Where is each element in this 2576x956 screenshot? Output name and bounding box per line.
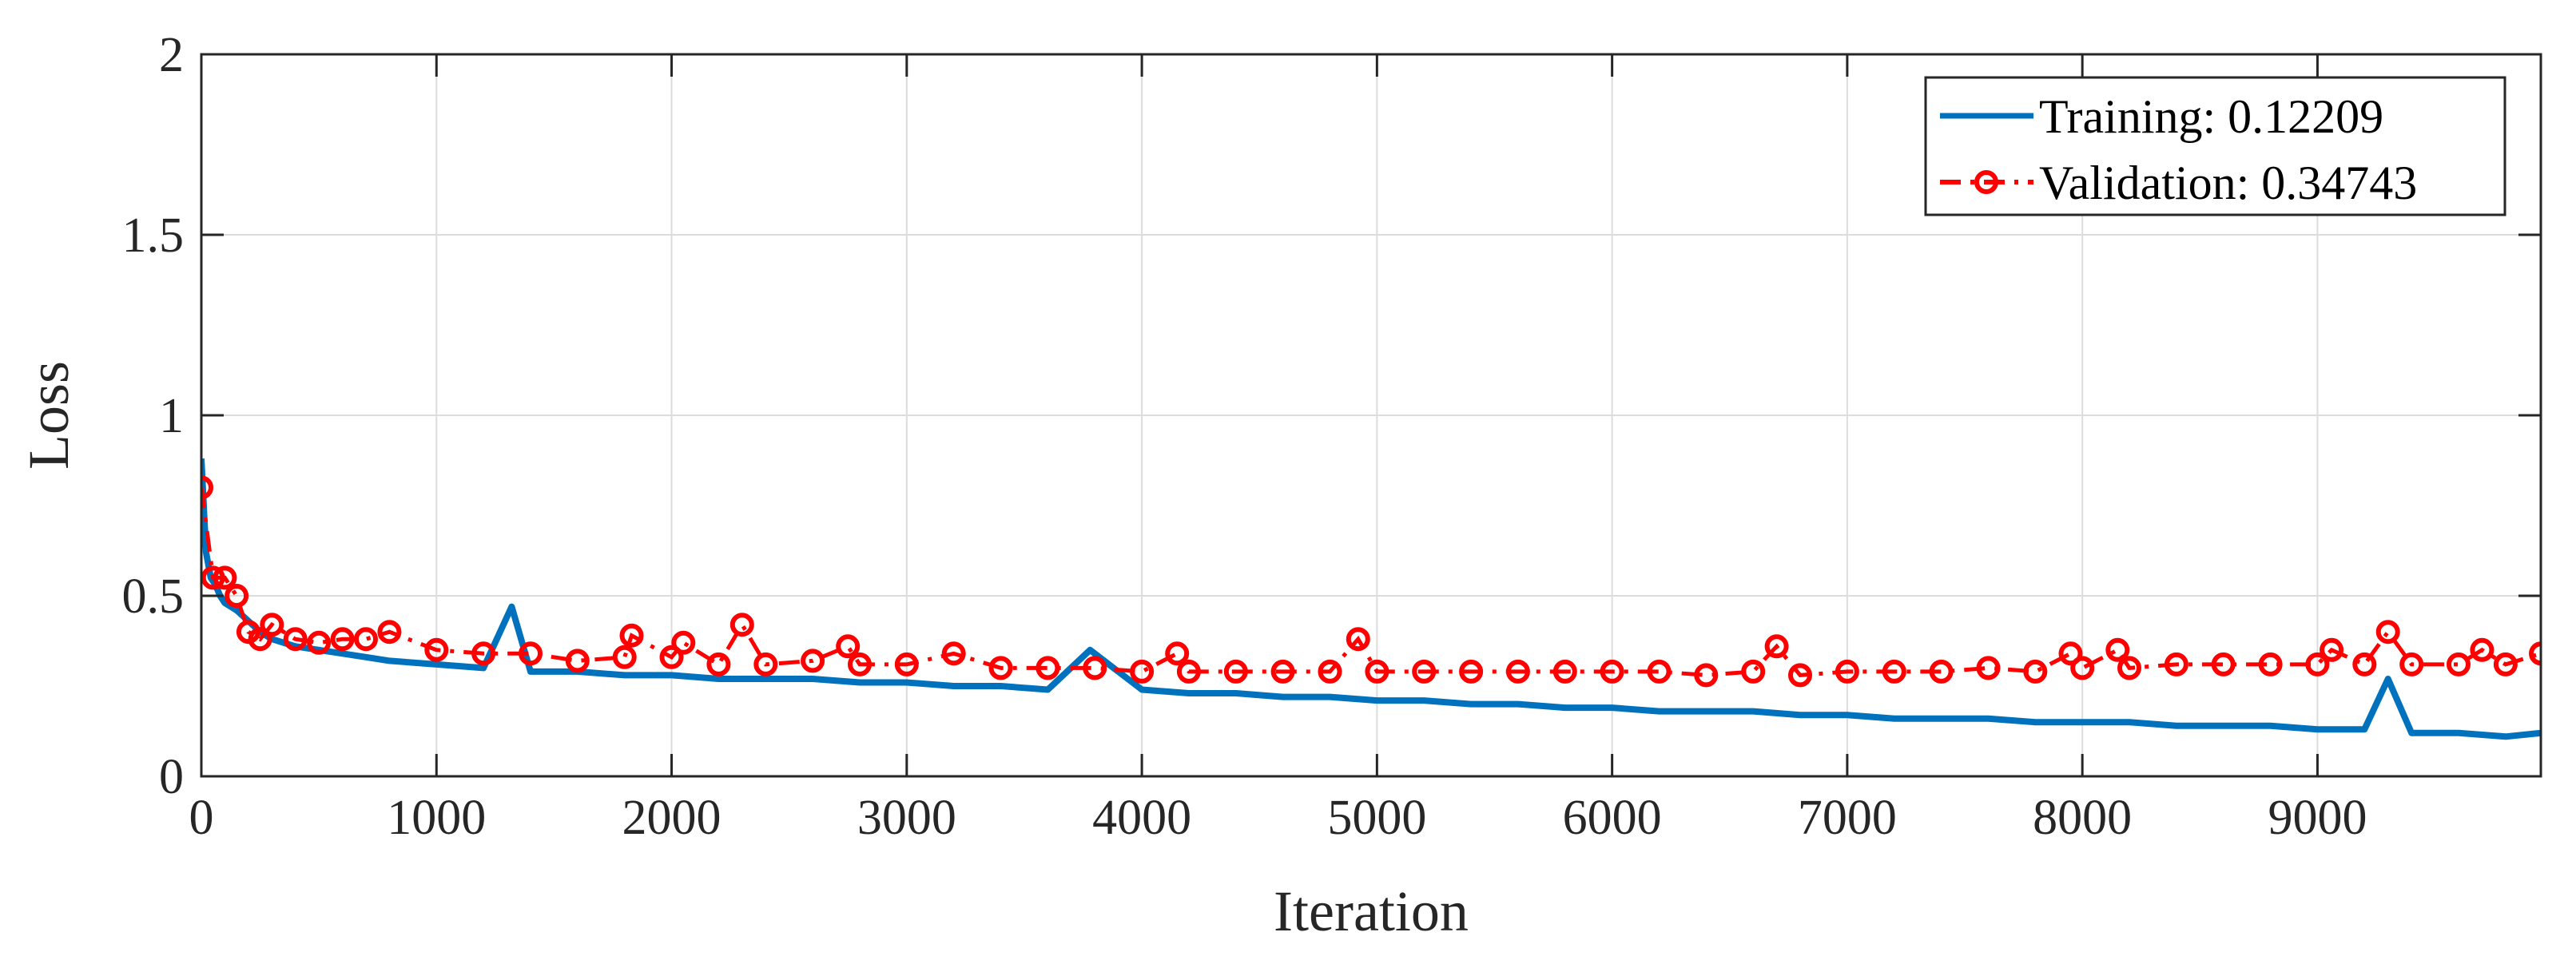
- validation-point: [2470, 637, 2495, 662]
- validation-point: [1165, 641, 1190, 666]
- validation-point: [836, 634, 861, 659]
- validation-point: [1036, 656, 1060, 680]
- validation-point: [2258, 652, 2283, 676]
- validation-point: [1505, 659, 1530, 684]
- validation-point: [213, 565, 237, 590]
- validation-point: [659, 645, 684, 669]
- validation-point: [2320, 637, 2344, 662]
- validation-point: [729, 613, 754, 637]
- validation-point: [619, 623, 644, 648]
- validation-point: [424, 637, 449, 662]
- validation-point: [2399, 652, 2424, 676]
- validation-point: [1976, 656, 2001, 680]
- validation-point: [377, 620, 402, 645]
- validation-point: [1600, 659, 1624, 684]
- validation-point: [565, 649, 590, 673]
- validation-point: [1741, 659, 1766, 684]
- validation-point: [307, 630, 332, 655]
- validation-point: [1083, 656, 1107, 680]
- validation-point: [260, 613, 284, 637]
- x-tick-label: 6000: [1563, 791, 1662, 845]
- validation-point: [1764, 634, 1789, 659]
- validation-point: [2529, 641, 2541, 666]
- validation-point: [2117, 656, 2141, 680]
- validation-point: [201, 565, 225, 590]
- y-axis-label: Loss: [17, 361, 81, 470]
- validation-point: [848, 652, 872, 676]
- x-tick-label: 1000: [387, 791, 486, 845]
- validation-point: [1882, 659, 1906, 684]
- validation-point: [1365, 659, 1389, 684]
- legend-validation-marker: [1974, 170, 1998, 194]
- validation-point: [753, 652, 778, 676]
- validation-point: [2493, 652, 2518, 676]
- y-tick-label: 0.5: [122, 569, 185, 624]
- validation-point: [894, 652, 919, 676]
- x-axis-label: Iteration: [1274, 879, 1469, 943]
- validation-point: [671, 630, 696, 655]
- x-tick-label: 2000: [622, 791, 722, 845]
- validation-point: [1647, 659, 1672, 684]
- validation-point: [225, 584, 249, 608]
- validation-point: [1412, 659, 1437, 684]
- validation-point: [2105, 637, 2130, 662]
- validation-point: [988, 656, 1013, 680]
- validation-point: [248, 627, 272, 652]
- validation-point: [1788, 663, 1812, 688]
- x-tick-label: 9000: [2268, 791, 2367, 845]
- validation-point: [2305, 652, 2330, 676]
- validation-point: [941, 641, 966, 666]
- legend: Training: 0.12209 Validation: 0.34743: [1924, 76, 2506, 216]
- validation-point: [1459, 659, 1484, 684]
- x-tick-label: 4000: [1092, 791, 1191, 845]
- validation-point: [706, 652, 731, 676]
- series-layer: [201, 458, 2541, 740]
- axis-ticks: 0 1000 2000 3000 4000 5000 6000 7000 8000 9000 0 0.…: [122, 28, 2541, 845]
- validation-point: [2058, 641, 2083, 666]
- validation-point: [2211, 652, 2236, 676]
- validation-point: [801, 649, 825, 673]
- validation-point: [1176, 659, 1201, 684]
- y-tick-label: 2: [159, 28, 184, 82]
- y-tick-label: 0: [159, 750, 184, 804]
- validation-point: [519, 641, 543, 666]
- x-tick-label: 7000: [1798, 791, 1897, 845]
- legend-box: [1924, 76, 2506, 216]
- validation-point: [2352, 652, 2377, 676]
- x-tick-label: 8000: [2033, 791, 2132, 845]
- validation-point: [2023, 659, 2048, 684]
- validation-point: [1694, 663, 1719, 688]
- validation-point: [1835, 659, 1859, 684]
- validation-point: [1270, 659, 1295, 684]
- validation-point: [1929, 659, 1954, 684]
- validation-point: [330, 627, 355, 652]
- validation-point: [2447, 652, 2471, 676]
- validation-point: [201, 475, 213, 500]
- validation-point: [1552, 659, 1577, 684]
- validation-point: [471, 641, 496, 666]
- validation-point: [354, 627, 378, 652]
- y-tick-label: 1: [159, 389, 184, 443]
- validation-point: [1346, 627, 1370, 652]
- validation-point: [2375, 620, 2400, 645]
- validation-point: [1223, 659, 1248, 684]
- validation-point: [612, 645, 637, 669]
- y-tick-label: 1.5: [122, 208, 185, 263]
- legend-training-label: Training: 0.12209: [2039, 90, 2383, 143]
- validation-point: [1318, 659, 1342, 684]
- x-tick-label: 0: [189, 791, 214, 845]
- legend-validation-label: Validation: 0.34743: [2039, 157, 2417, 209]
- validation-point: [2164, 652, 2188, 676]
- validation-point: [1130, 659, 1155, 684]
- validation-point: [283, 627, 308, 652]
- validation-point: [2070, 656, 2095, 680]
- x-tick-label: 5000: [1327, 791, 1426, 845]
- x-tick-label: 3000: [857, 791, 956, 845]
